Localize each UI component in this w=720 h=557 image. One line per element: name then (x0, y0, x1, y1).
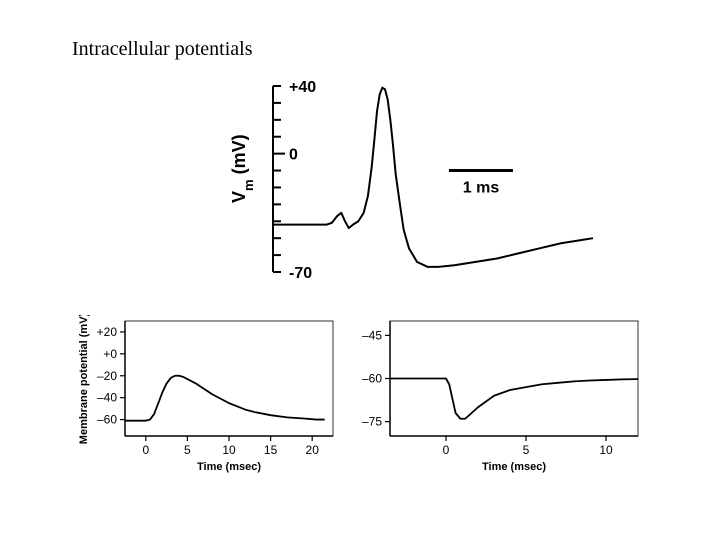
xtick-label: 15 (264, 443, 278, 457)
ytick-label: +40 (289, 79, 316, 96)
ytick-label: –60 (97, 413, 117, 427)
xtick-label: 10 (599, 443, 613, 457)
ytick-label: –40 (97, 391, 117, 405)
xtick-label: 10 (222, 443, 236, 457)
ipsp-chart: –75 –60 –45 0 5 10 Time (msec) (345, 315, 645, 490)
ytick-label: –60 (362, 372, 382, 386)
ytick-label: -70 (289, 265, 312, 282)
ytick-label: 0 (289, 147, 298, 164)
xtick-label: 5 (184, 443, 191, 457)
page-title: Intracellular potentials (72, 38, 252, 61)
ytick-label: –75 (362, 415, 382, 429)
xtick-label: 20 (306, 443, 320, 457)
ytick-label: –45 (362, 328, 382, 342)
epsp-chart: –60 –40 –20 +0 +20 0 5 10 15 20 Time (msec) Membran… (72, 315, 337, 490)
ytick-label: +20 (97, 325, 118, 339)
x-axis-label: Time (msec) (482, 461, 546, 473)
xtick-label: 0 (443, 443, 450, 457)
xtick-label: 0 (142, 443, 149, 457)
y-axis-label: Vm (mV) (229, 134, 256, 203)
x-axis-label: Time (msec) (197, 461, 261, 473)
trace (273, 88, 593, 267)
ytick-label: –20 (97, 369, 117, 383)
scalebar-label: 1 ms (463, 180, 500, 197)
action-potential-chart: 0 +40 -70 Vm (mV) 1 ms (225, 78, 605, 288)
xtick-label: 5 (523, 443, 530, 457)
trace (125, 376, 325, 421)
trace (390, 379, 638, 419)
y-axis-label: Membrane potential (mV) (78, 315, 90, 444)
ytick-label: +0 (103, 347, 117, 361)
